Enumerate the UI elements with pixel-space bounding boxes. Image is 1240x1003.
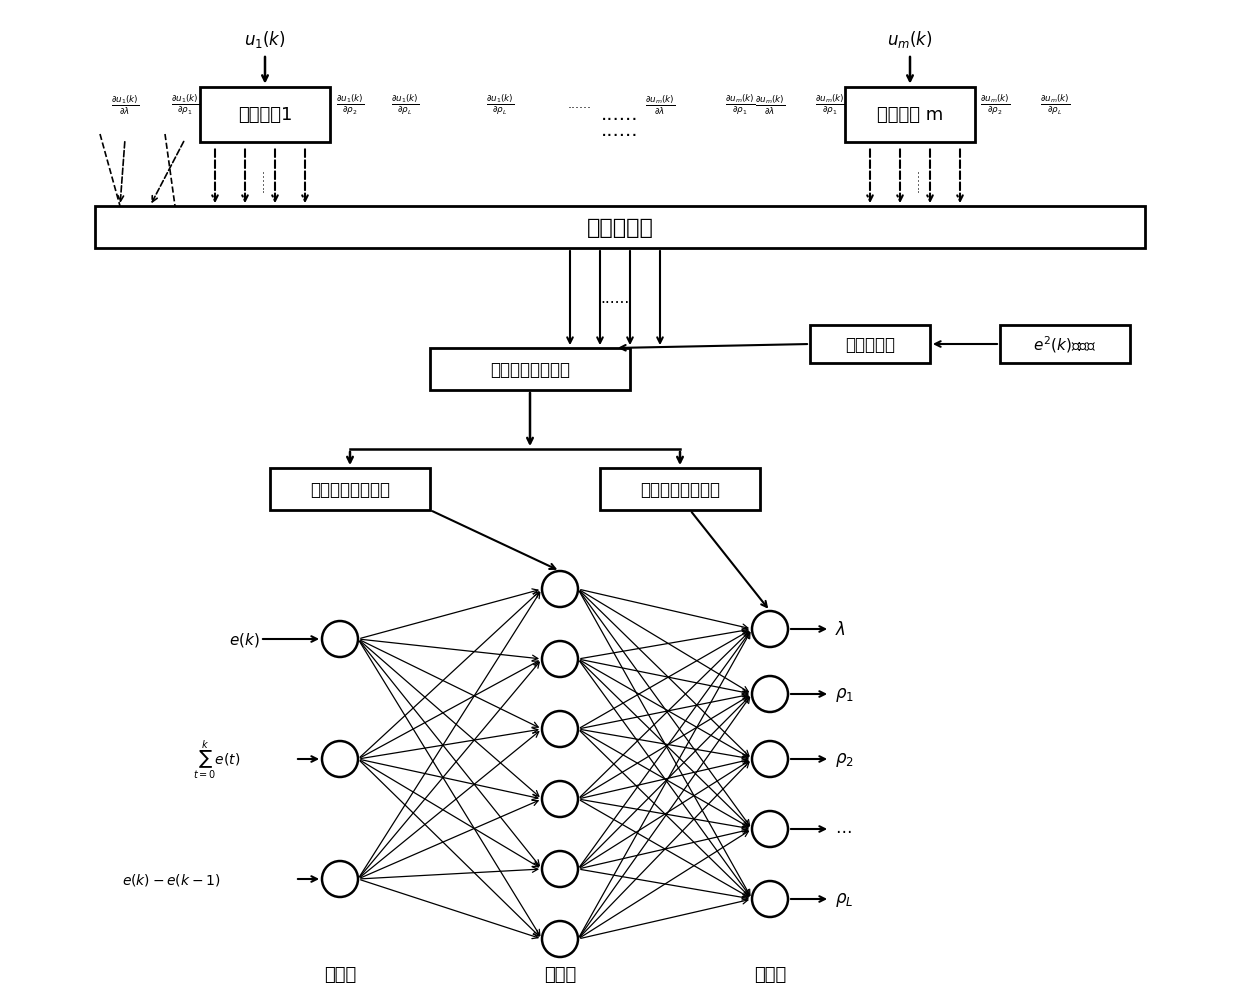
Text: ......: ......	[601, 120, 639, 139]
FancyBboxPatch shape	[999, 326, 1130, 364]
Text: $\frac{\partial u_m(k)}{\partial \rho_1}$: $\frac{\partial u_m(k)}{\partial \rho_1}…	[815, 92, 846, 117]
Text: $\frac{\partial u_1(k)}{\partial \rho_L}$: $\frac{\partial u_1(k)}{\partial \rho_L}…	[486, 92, 515, 117]
Text: 梯度信息1: 梯度信息1	[238, 106, 293, 124]
Text: 系统误差反向传播: 系统误差反向传播	[490, 361, 570, 378]
Text: $\rho_L$: $\rho_L$	[835, 890, 853, 908]
Text: $e(k)$: $e(k)$	[229, 630, 260, 648]
FancyBboxPatch shape	[810, 326, 930, 364]
FancyBboxPatch shape	[95, 207, 1145, 249]
FancyBboxPatch shape	[270, 468, 430, 511]
Text: $\rho_1$: $\rho_1$	[835, 685, 854, 703]
Text: 隐含层: 隐含层	[544, 965, 577, 983]
Text: $\cdots$: $\cdots$	[835, 820, 852, 839]
Text: 更新输出层权系数: 更新输出层权系数	[640, 480, 720, 498]
Text: 更新隐含层权系数: 更新隐含层权系数	[310, 480, 391, 498]
Text: ......: ......	[600, 291, 630, 306]
Text: $\frac{\partial u_1(k)}{\partial \lambda}$: $\frac{\partial u_1(k)}{\partial \lambda…	[110, 93, 139, 116]
Text: $\sum_{t=0}^{k} e(t)$: $\sum_{t=0}^{k} e(t)$	[192, 738, 241, 780]
Text: $u_1(k)$: $u_1(k)$	[244, 29, 285, 50]
Text: ......: ......	[601, 105, 639, 124]
Text: $e^{2}(k)$最小化: $e^{2}(k)$最小化	[1033, 334, 1096, 355]
Text: $\frac{\partial u_1(k)}{\partial \rho_L}$: $\frac{\partial u_1(k)}{\partial \rho_L}…	[391, 92, 419, 117]
Text: $\frac{\partial u_m(k)}{\partial \lambda}$: $\frac{\partial u_m(k)}{\partial \lambda…	[645, 93, 675, 116]
Text: $\rho_2$: $\rho_2$	[835, 750, 854, 768]
Text: $\frac{\partial u_1(k)}{\partial \rho_2}$: $\frac{\partial u_1(k)}{\partial \rho_2}…	[336, 92, 365, 117]
Text: $u_m(k)$: $u_m(k)$	[887, 29, 932, 50]
Text: $\frac{\partial u_m(k)}{\partial \rho_1}$: $\frac{\partial u_m(k)}{\partial \rho_1}…	[725, 92, 755, 117]
FancyBboxPatch shape	[200, 87, 330, 142]
FancyBboxPatch shape	[430, 349, 630, 390]
Text: ......: ......	[568, 98, 591, 111]
Text: $\lambda$: $\lambda$	[835, 621, 846, 638]
Text: $\frac{\partial u_1(k)}{\partial \rho_1}$: $\frac{\partial u_1(k)}{\partial \rho_1}…	[171, 92, 200, 117]
FancyBboxPatch shape	[844, 87, 975, 142]
Text: $\frac{\partial u_m(k)}{\partial \rho_L}$: $\frac{\partial u_m(k)}{\partial \rho_L}…	[1040, 92, 1070, 117]
Text: 输入层: 输入层	[324, 965, 356, 983]
Text: 输出层: 输出层	[754, 965, 786, 983]
Text: $\frac{\partial u_m(k)}{\partial \rho_2}$: $\frac{\partial u_m(k)}{\partial \rho_2}…	[980, 92, 1011, 117]
Text: 梯度信息 m: 梯度信息 m	[877, 106, 944, 124]
Text: 梯度信息集: 梯度信息集	[587, 218, 653, 238]
Text: $\frac{\partial u_m(k)}{\partial \lambda}$: $\frac{\partial u_m(k)}{\partial \lambda…	[755, 93, 785, 116]
Text: ......: ......	[253, 168, 267, 192]
FancyBboxPatch shape	[600, 468, 760, 511]
Text: $e(k)-e(k-1)$: $e(k)-e(k-1)$	[122, 872, 219, 887]
Text: 梯度下降法: 梯度下降法	[844, 336, 895, 354]
Text: ......: ......	[909, 168, 921, 192]
